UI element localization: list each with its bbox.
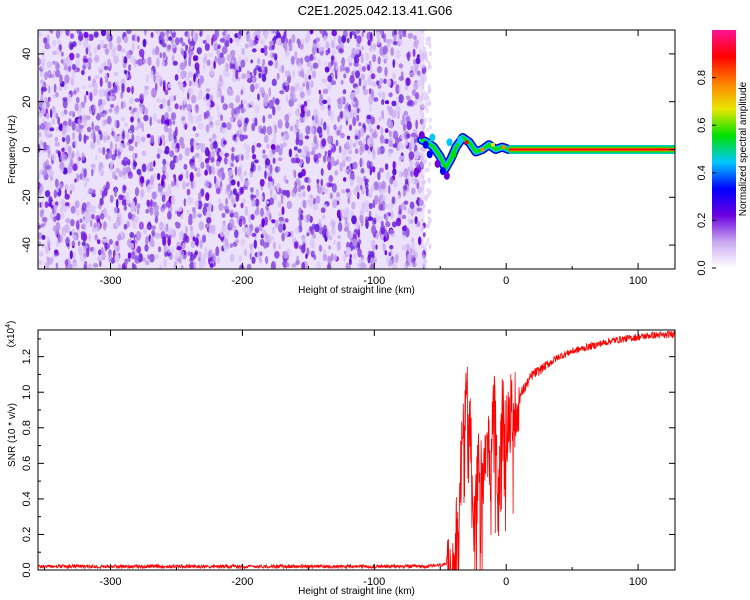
snr-line bbox=[38, 330, 675, 570]
y-tick-label: -20 bbox=[21, 189, 33, 205]
x-tick-label: -300 bbox=[100, 576, 122, 588]
x-tick-label: 100 bbox=[629, 275, 647, 287]
snr-x-axis-label: Height of straight line (km) bbox=[298, 586, 415, 597]
colorbar-tick-label: 0.6 bbox=[696, 118, 708, 133]
x-tick-label: -100 bbox=[363, 576, 385, 588]
spectrogram-x-ticks: -300 -200 -100 0 100 bbox=[44, 30, 647, 287]
colorbar-tick-label: 0.2 bbox=[696, 213, 708, 228]
y-tick-label: 1.0 bbox=[21, 385, 33, 400]
y-tick-label: 0.0 bbox=[21, 562, 33, 577]
x-tick-label: 0 bbox=[503, 275, 509, 287]
snr-frame bbox=[37, 329, 676, 571]
snr-y-axis-label: SNR (10 * v/v) bbox=[7, 403, 18, 467]
y-tick-label: 0 bbox=[21, 146, 33, 152]
snr-y-multiplier-exponent: 4 bbox=[5, 324, 12, 328]
y-tick-label: 0.4 bbox=[21, 491, 33, 506]
snr-x-ticks: -300 -200 -100 0 100 bbox=[44, 330, 647, 588]
snr-y-multiplier-base: (x10 bbox=[6, 327, 17, 347]
colorbar-tick-label: 0.8 bbox=[696, 70, 708, 85]
spectrogram-noise bbox=[38, 30, 432, 269]
y-tick-label: 0.2 bbox=[21, 527, 33, 542]
spectrogram-x-axis-label: Height of straight line (km) bbox=[298, 285, 415, 296]
snr-panel: -300 -200 -100 0 100 0.0 0.2 0.4 0.6 0.8 1.0 1.2 H… bbox=[5, 321, 676, 597]
snr-y-multiplier-close: ) bbox=[6, 321, 17, 324]
y-tick-label: 0.6 bbox=[21, 456, 33, 471]
x-tick-label: 100 bbox=[629, 576, 647, 588]
y-tick-label: 20 bbox=[21, 96, 33, 108]
x-tick-label: -100 bbox=[363, 275, 385, 287]
colorbar-tick-label: 0.4 bbox=[696, 165, 708, 180]
x-tick-label: -300 bbox=[100, 275, 122, 287]
spectrogram-plot-area bbox=[38, 30, 675, 269]
spectrogram-signal bbox=[417, 131, 514, 180]
snr-plot-area bbox=[38, 330, 675, 570]
x-tick-label: -200 bbox=[231, 275, 253, 287]
y-tick-label: 40 bbox=[21, 48, 33, 60]
colorbar-tick-label: 0.0 bbox=[696, 260, 708, 275]
y-tick-label: -40 bbox=[21, 237, 33, 253]
spectrogram-y-ticks: -40 -20 0 20 40 bbox=[21, 48, 675, 253]
y-tick-label: 0.8 bbox=[21, 420, 33, 435]
steady-signal-line bbox=[508, 145, 675, 154]
snr-y-multiplier: (x104) bbox=[5, 321, 17, 348]
colorbar-label: Normalized spectral amplitude bbox=[738, 81, 749, 216]
colorbar-ticks: 0.0 0.2 0.4 0.6 0.8 bbox=[696, 70, 716, 276]
x-tick-label: 0 bbox=[503, 576, 509, 588]
colorbar: 0.0 0.2 0.4 0.6 0.8 Normalized spectral ampl… bbox=[696, 30, 749, 276]
signal-track-inner bbox=[420, 136, 511, 171]
spectrogram-y-axis-label: Frequency (Hz) bbox=[7, 115, 18, 184]
x-tick-label: -200 bbox=[231, 576, 253, 588]
snr-y-ticks: 0.0 0.2 0.4 0.6 0.8 1.0 1.2 bbox=[21, 338, 675, 578]
colorbar-gradient bbox=[712, 30, 736, 268]
main-title: C2E1.2025.042.13.41.G06 bbox=[298, 3, 453, 18]
y-tick-label: 1.2 bbox=[21, 349, 33, 364]
